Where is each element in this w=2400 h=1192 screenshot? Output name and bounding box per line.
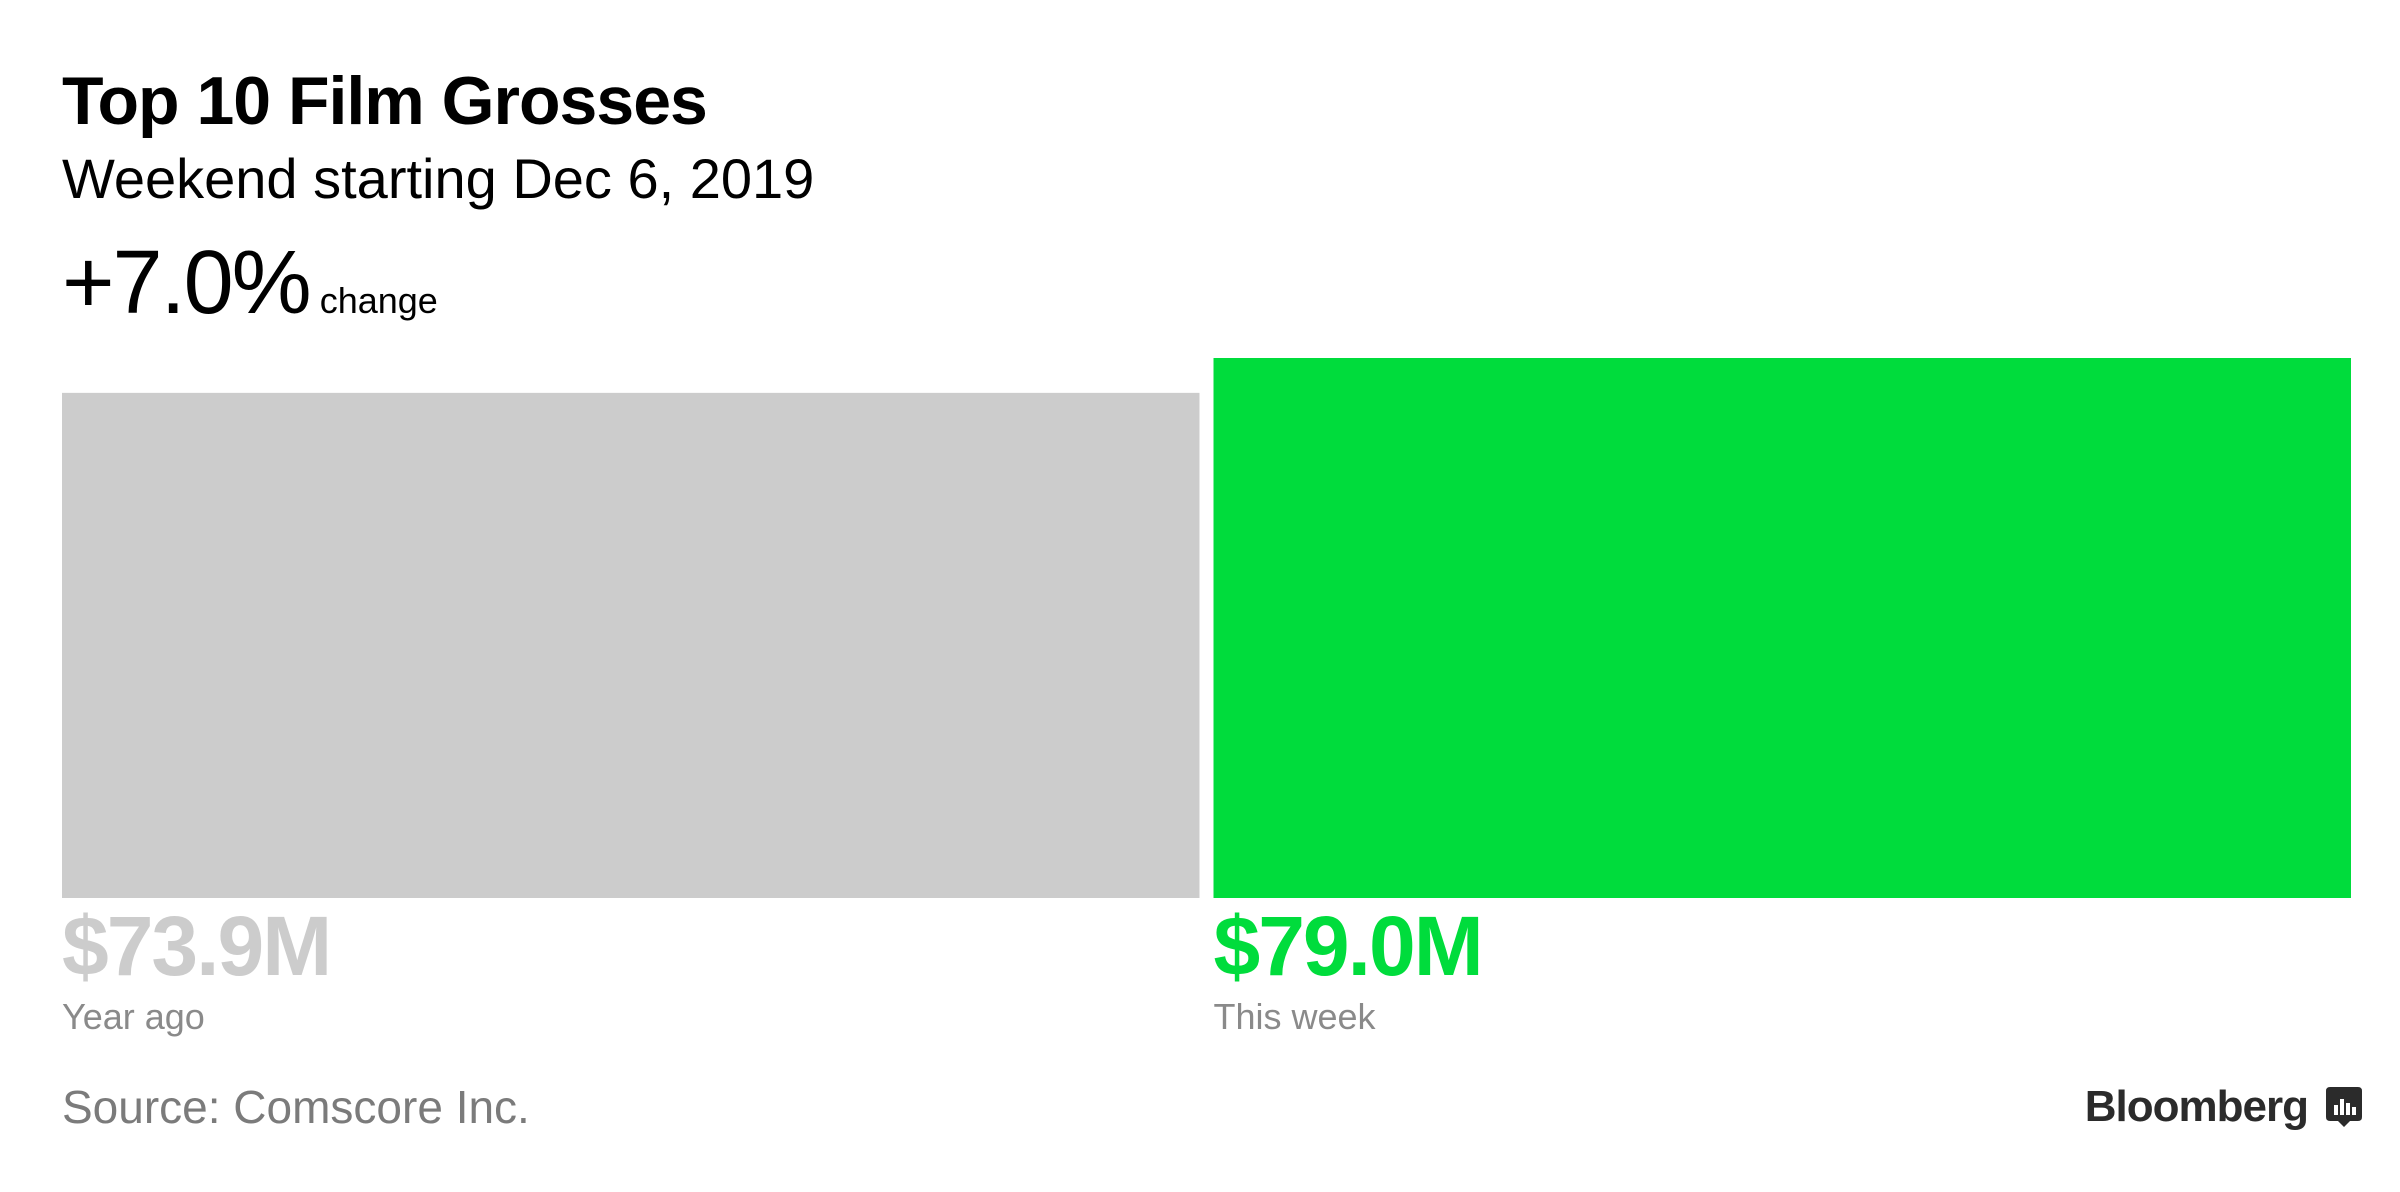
bar-value-label: $79.0M xyxy=(1213,899,1484,993)
change-label: change xyxy=(319,280,438,321)
change-value: +7.0% xyxy=(62,233,312,333)
bloomberg-chart-icon xyxy=(2326,1087,2362,1127)
bar-category-label: Year ago xyxy=(62,996,205,1037)
change-summary: +7.0% change xyxy=(62,232,438,335)
source-note: Source: Comscore Inc. xyxy=(62,1081,530,1133)
bar-year-ago xyxy=(62,392,1200,898)
bar-value-label: $73.9M xyxy=(62,899,332,993)
bar-this-week xyxy=(1213,358,2351,898)
chart-title: Top 10 Film Grosses xyxy=(62,63,708,139)
chart-subtitle: Weekend starting Dec 6, 2019 xyxy=(62,147,815,210)
brand-name: Bloomberg xyxy=(2084,1082,2309,1131)
bar-category-label: This week xyxy=(1213,996,1376,1037)
brand-logo: Bloomberg xyxy=(2085,1082,2362,1132)
